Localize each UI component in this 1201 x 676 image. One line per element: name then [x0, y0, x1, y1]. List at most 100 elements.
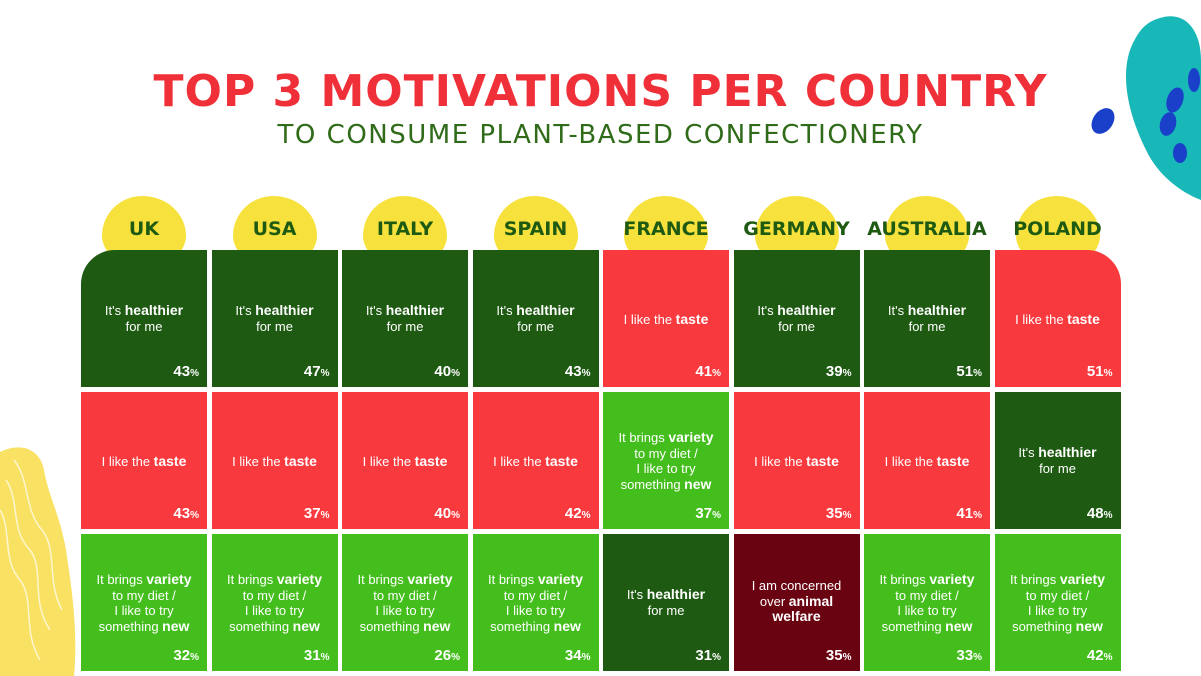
percentage-value: 37%	[695, 505, 721, 522]
label-text: It's	[626, 587, 647, 602]
percentage-unit: %	[712, 652, 721, 663]
percentage-value: 35%	[826, 647, 852, 664]
motivation-label: It's healthier for me	[738, 302, 856, 334]
percentage-unit: %	[451, 368, 460, 379]
percentage-value: 48%	[1087, 505, 1113, 522]
motivation-label: I like the taste	[607, 311, 725, 328]
label-text: I like to try	[114, 603, 174, 618]
percentage-value: 41%	[956, 505, 982, 522]
motivation-cell: I like the taste 42%	[472, 392, 599, 529]
country-name-poland: POLAND	[1013, 218, 1102, 240]
motivation-label: It brings variety to my diet / I like to t…	[607, 429, 725, 492]
motivation-cell: It's healthier for me 48%	[994, 392, 1121, 529]
percentage-unit: %	[842, 510, 852, 521]
percentage-unit: %	[842, 368, 852, 379]
label-text: to my diet /	[634, 445, 698, 461]
label-text: It's	[235, 303, 256, 318]
label-text: I like the	[232, 454, 285, 469]
percentage-value: 51%	[1087, 363, 1113, 380]
motivation-cell: It's healthier for me 43%	[472, 250, 599, 387]
label-text: something	[229, 618, 293, 634]
country-name-spain: SPAIN	[503, 218, 568, 240]
motivation-cell: I like the taste 41%	[603, 250, 729, 387]
label-text: I am concerned	[751, 578, 842, 593]
percentage-value: 43%	[173, 363, 199, 380]
label-bold: taste	[414, 453, 448, 469]
blue-spot	[1159, 112, 1177, 136]
label-bold: new	[1075, 617, 1103, 634]
percentage-number: 41	[956, 505, 974, 522]
label-text: for me	[778, 318, 815, 334]
motivation-cell: I like the taste 40%	[342, 392, 468, 529]
label-text: I like the	[101, 454, 154, 469]
label-bold: healthier	[124, 302, 184, 318]
percentage-unit: %	[451, 510, 460, 521]
percentage-value: 47%	[304, 363, 330, 380]
percentage-unit: %	[320, 368, 330, 379]
label-bold: healthier	[385, 302, 445, 318]
label-bold: taste	[806, 453, 839, 469]
percentage-number: 34	[564, 647, 582, 664]
label-text: I like to try	[244, 603, 305, 618]
percentage-value: 39%	[826, 363, 852, 380]
label-text: to my diet /	[112, 587, 176, 603]
percentage-number: 47	[303, 363, 321, 380]
percentage-number: 43	[173, 505, 191, 522]
percentage-unit: %	[190, 652, 199, 663]
chart-title: TOP 3 MOTIVATIONS PER COUNTRY	[153, 66, 1048, 117]
label-bold: variety	[929, 571, 975, 587]
percentage-value: 26%	[434, 647, 460, 664]
motivation-cell: It's healthier for me 39%	[733, 250, 860, 387]
country-name-germany: GERMANY	[743, 218, 850, 240]
percentage-value: 33%	[956, 647, 982, 664]
label-bold: healthier	[907, 302, 967, 318]
percentage-number: 26	[434, 647, 452, 664]
motivation-label: It brings variety to my diet / I like to t…	[477, 571, 595, 634]
label-bold: variety	[276, 571, 322, 587]
percentage-number: 41	[695, 363, 713, 380]
percentage-value: 40%	[434, 505, 460, 522]
label-bold: new	[945, 617, 973, 634]
percentage-value: 31%	[304, 647, 330, 664]
blue-spot	[1188, 68, 1200, 92]
motivation-label: I am concerned over animal welfare	[738, 578, 856, 625]
percentage-value: 31%	[695, 647, 721, 664]
label-bold: taste	[1067, 311, 1100, 327]
motivation-cell: I like the taste 35%	[733, 392, 860, 529]
label-bold: new	[292, 617, 320, 634]
percentage-number: 37	[303, 505, 321, 522]
percentage-number: 43	[564, 363, 582, 380]
motivation-label: It's healthier for me	[85, 302, 203, 334]
percentage-unit: %	[1103, 368, 1113, 379]
country-name-usa: USA	[252, 218, 297, 240]
percentage-value: 37%	[304, 505, 330, 522]
label-text: for me	[386, 318, 424, 334]
label-bold: taste	[153, 453, 187, 469]
label-text: for me	[647, 602, 685, 618]
country-name-australia: AUSTRALIA	[867, 218, 987, 240]
motivation-label: It's healthier for me	[216, 302, 334, 334]
label-text: I like the	[493, 454, 546, 469]
label-text: It brings	[96, 572, 147, 587]
motivation-label: I like the taste	[85, 453, 203, 470]
motivation-label: It's healthier for me	[477, 302, 595, 334]
label-bold: healthier	[255, 302, 314, 318]
percentage-unit: %	[973, 652, 982, 663]
label-bold: healthier	[1038, 444, 1097, 460]
motivation-label: I like the taste	[477, 453, 595, 470]
motivation-label: It brings variety to my diet / I like to t…	[346, 571, 464, 634]
percentage-value: 51%	[956, 363, 982, 380]
label-text: It's	[757, 303, 778, 318]
label-text: It's	[1018, 445, 1039, 460]
label-text: I like the	[362, 454, 415, 469]
percentage-number: 32	[173, 647, 191, 664]
label-text: It brings	[1009, 572, 1060, 587]
label-text: something	[490, 618, 554, 634]
label-text: something	[881, 618, 946, 634]
percentage-number: 51	[956, 363, 974, 380]
label-text: It's	[496, 303, 517, 318]
percentage-value: 42%	[565, 505, 591, 522]
percentage-number: 40	[434, 363, 452, 380]
label-bold: variety	[668, 429, 714, 445]
motivation-label: It brings variety to my diet / I like to t…	[999, 571, 1117, 634]
